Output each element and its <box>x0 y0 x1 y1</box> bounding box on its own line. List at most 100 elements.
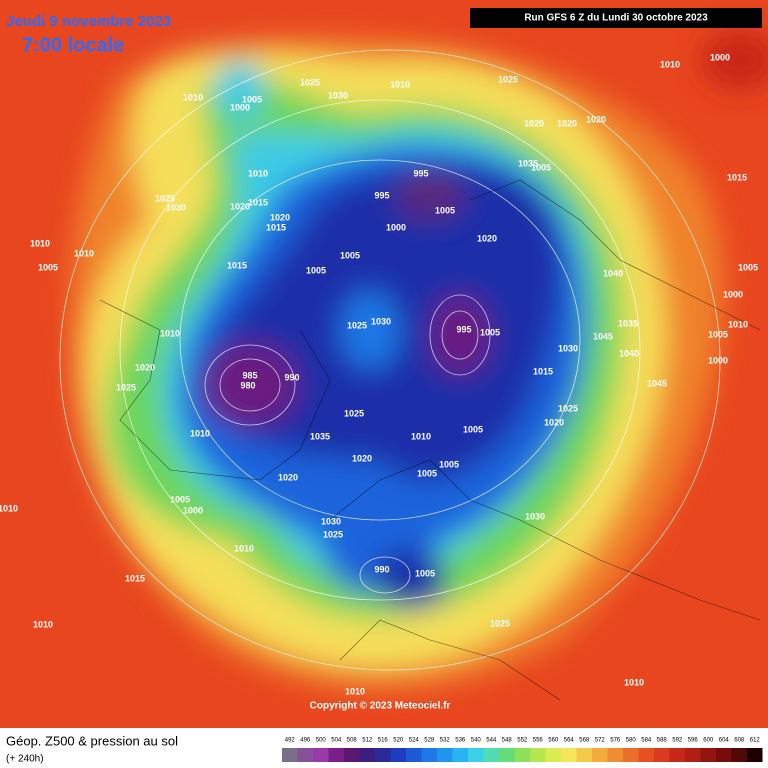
pressure-label: 1010 <box>411 431 431 441</box>
pressure-label: 1010 <box>183 92 203 102</box>
pressure-label: 1020 <box>524 118 544 128</box>
scale-label: 604 <box>719 738 730 744</box>
pressure-label: 1015 <box>248 197 268 207</box>
scale-swatch <box>452 748 468 762</box>
pressure-label: 1030 <box>328 90 348 100</box>
pressure-label: 1040 <box>619 348 639 358</box>
scale-label: 556 <box>533 738 544 744</box>
pressure-label: 1025 <box>347 320 367 330</box>
pressure-label: 1040 <box>603 268 623 278</box>
scale-label: 528 <box>424 738 435 744</box>
scale-label: 492 <box>285 738 296 744</box>
scale-label: 504 <box>331 738 342 744</box>
scale-label: 552 <box>517 738 528 744</box>
scale-swatch <box>716 748 732 762</box>
pressure-label: 1005 <box>435 205 455 215</box>
pressure-label: 1010 <box>728 319 748 329</box>
scale-label: 536 <box>455 738 466 744</box>
pressure-label: 1015 <box>727 172 747 182</box>
legend-subtitle: (+ 240h) <box>6 754 44 765</box>
scale-swatch <box>468 748 484 762</box>
pressure-label: 1010 <box>345 686 365 696</box>
pressure-label: 995 <box>456 324 471 334</box>
pressure-label: 1005 <box>306 265 326 275</box>
pressure-label: 1005 <box>439 459 459 469</box>
scale-label: 568 <box>579 738 590 744</box>
pressure-label: 1005 <box>38 262 58 272</box>
pressure-label: 1010 <box>390 79 410 89</box>
scale-swatch <box>344 748 360 762</box>
scale-label: 612 <box>750 738 761 744</box>
pressure-label: 1025 <box>490 618 510 628</box>
scale-label: 500 <box>316 738 327 744</box>
pressure-label: 1020 <box>230 201 250 211</box>
scale-swatch <box>297 748 313 762</box>
pressure-label: 1035 <box>310 431 330 441</box>
pressure-label: 1010 <box>624 677 644 687</box>
pressure-label: 1030 <box>371 316 391 326</box>
pressure-label: 1010 <box>30 238 50 248</box>
pressure-label: 1020 <box>352 453 372 463</box>
pressure-label: 980 <box>240 380 255 390</box>
pressure-label: 1035 <box>518 158 538 168</box>
scale-label: 592 <box>672 738 683 744</box>
scale-swatch <box>623 748 639 762</box>
pressure-label: 990 <box>374 564 389 574</box>
pressure-label: 1005 <box>738 262 758 272</box>
scale-label: 580 <box>626 738 637 744</box>
pressure-label: 1000 <box>230 102 250 112</box>
pressure-label: 1000 <box>710 52 730 62</box>
scale-label: 584 <box>641 738 652 744</box>
scale-swatch <box>700 748 716 762</box>
pressure-label: 1010 <box>660 59 680 69</box>
pressure-label: 1000 <box>708 355 728 365</box>
scale-swatch <box>545 748 561 762</box>
scale-swatch <box>421 748 437 762</box>
scale-label: 600 <box>703 738 714 744</box>
scale-label: 544 <box>486 738 497 744</box>
scale-label: 540 <box>471 738 482 744</box>
pressure-label: 1005 <box>415 568 435 578</box>
scale-label: 532 <box>440 738 451 744</box>
scale-swatch <box>375 748 391 762</box>
pressure-label: 1025 <box>498 74 518 84</box>
scale-label: 560 <box>548 738 559 744</box>
pressure-label: 1015 <box>227 260 247 270</box>
pressure-label: 1005 <box>480 327 500 337</box>
scale-swatch <box>685 748 701 762</box>
pressure-label: 1025 <box>116 382 136 392</box>
run-info: Run GFS 6 Z du Lundi 30 octobre 2023 <box>524 13 708 24</box>
pressure-label: 1015 <box>266 222 286 232</box>
scale-label: 516 <box>378 738 389 744</box>
date-title: Jeudi 9 novembre 2023 <box>6 13 171 30</box>
scale-swatch <box>313 748 329 762</box>
pressure-label: 1005 <box>170 494 190 504</box>
pressure-label: 1035 <box>618 318 638 328</box>
scale-label: 576 <box>610 738 621 744</box>
pressure-label: 1000 <box>183 505 203 515</box>
scale-label: 508 <box>347 738 358 744</box>
pressure-label: 1010 <box>74 248 94 258</box>
scale-label: 524 <box>409 738 420 744</box>
scale-swatch <box>282 748 298 762</box>
scale-swatch <box>747 748 763 762</box>
pressure-label: 1010 <box>248 168 268 178</box>
scale-label: 520 <box>393 738 404 744</box>
pressure-label: 1025 <box>344 408 364 418</box>
pressure-label: 1020 <box>278 472 298 482</box>
pressure-label: 1000 <box>386 222 406 232</box>
scale-swatch <box>576 748 592 762</box>
scale-label: 588 <box>657 738 668 744</box>
pressure-label: 1010 <box>0 503 18 513</box>
pressure-label: 1045 <box>593 331 613 341</box>
time-title: 7:00 locale <box>22 34 124 56</box>
scale-swatch <box>406 748 422 762</box>
scale-swatch <box>530 748 546 762</box>
scale-label: 596 <box>688 738 699 744</box>
pressure-label: 1000 <box>723 289 743 299</box>
pressure-label: 1020 <box>544 417 564 427</box>
pressure-label: 995 <box>374 190 389 200</box>
pressure-label: 1025 <box>323 529 343 539</box>
pressure-label: 1045 <box>647 378 667 388</box>
